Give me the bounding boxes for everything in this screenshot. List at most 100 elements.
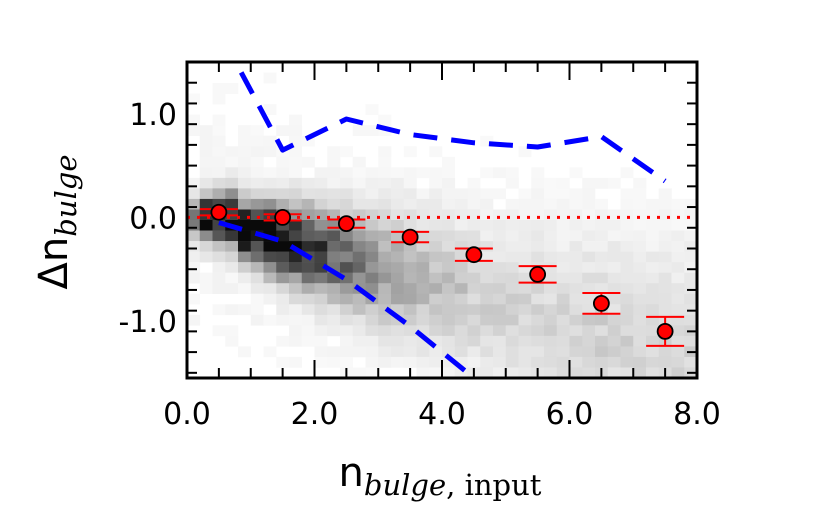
heatmap-cell — [289, 251, 303, 263]
heatmap-cell — [480, 220, 494, 231]
heatmap-cell — [544, 188, 558, 200]
heatmap-cell — [633, 335, 647, 347]
heatmap-cell — [365, 188, 379, 200]
heatmap-cell — [416, 314, 430, 326]
heatmap-cell — [250, 304, 264, 316]
heatmap-cell — [620, 283, 634, 295]
heatmap-cell — [646, 198, 660, 210]
heatmap-cell — [671, 283, 685, 295]
heatmap-cell — [493, 220, 507, 231]
heatmap-cell — [442, 177, 456, 189]
heatmap-cell — [493, 314, 507, 326]
scatter-bounds — [218, 71, 667, 378]
heatmap-cell — [378, 188, 392, 200]
heatmap-cell — [607, 220, 621, 231]
heatmap-cell — [378, 220, 392, 231]
heatmap-cell — [518, 335, 532, 347]
heatmap-cell — [199, 198, 213, 210]
heatmap-cell — [454, 283, 468, 295]
heatmap-cell — [301, 230, 315, 242]
heatmap-cell — [340, 304, 354, 316]
heatmap-cell — [658, 230, 672, 242]
heatmap-cell — [416, 167, 430, 179]
heatmap-cell — [429, 209, 443, 221]
heatmap-cell — [276, 356, 290, 368]
heatmap-cell — [416, 262, 430, 273]
heatmap-cell — [327, 230, 341, 242]
heatmap-cell — [429, 367, 443, 378]
heatmap-cell — [301, 262, 315, 273]
heatmap-cell — [301, 198, 315, 210]
heatmap-cell — [620, 220, 634, 231]
heatmap-cell — [480, 304, 494, 316]
heatmap-cell — [238, 304, 252, 316]
heatmap-cell — [378, 241, 392, 252]
heatmap-cell — [365, 125, 379, 137]
median-marker — [656, 322, 674, 340]
heatmap-cell — [518, 283, 532, 295]
svg-text:nbulge, input: nbulge, input — [339, 450, 542, 502]
heatmap-cell — [518, 262, 532, 273]
heatmap-cell — [391, 346, 405, 358]
heatmap-cell — [531, 251, 545, 263]
heatmap-cell — [454, 325, 468, 337]
heatmap-cell — [493, 356, 507, 368]
heatmap-cell — [212, 83, 226, 94]
heatmap-cell — [391, 198, 405, 210]
heatmap-cell — [391, 188, 405, 200]
heatmap-cell — [365, 314, 379, 326]
heatmap-cell — [289, 304, 303, 316]
median-point — [454, 246, 493, 264]
heatmap-cell — [442, 209, 456, 221]
heatmap-cell — [391, 167, 405, 179]
heatmap-cell — [352, 314, 366, 326]
heatmap-cell — [225, 83, 239, 94]
y-tick-label: 0.0 — [129, 201, 177, 236]
heatmap-cell — [429, 262, 443, 273]
heatmap-cell — [416, 335, 430, 347]
heatmap-cell — [658, 251, 672, 263]
heatmap-cell — [505, 230, 519, 242]
heatmap-cell — [569, 283, 583, 295]
heatmap-cell — [607, 262, 621, 273]
heatmap-cell — [352, 335, 366, 347]
heatmap-cell — [505, 262, 519, 273]
heatmap-cell — [633, 314, 647, 326]
heatmap-cell — [403, 314, 417, 326]
heatmap-cell — [289, 146, 303, 158]
heatmap-cell — [646, 314, 660, 326]
heatmap-cell — [467, 356, 481, 368]
heatmap-cell — [314, 356, 328, 368]
heatmap-cell — [289, 114, 303, 126]
heatmap-cell — [544, 251, 558, 263]
heatmap-cell — [544, 325, 558, 337]
heatmap-cell — [301, 325, 315, 337]
heatmap-cell — [238, 283, 252, 295]
bound-upper-line — [238, 71, 667, 184]
heatmap-cell — [595, 325, 609, 337]
heatmap-cell — [416, 251, 430, 263]
heatmap-cell — [212, 272, 226, 284]
heatmap-cell — [569, 335, 583, 347]
heatmap-cell — [212, 230, 226, 242]
heatmap-cell — [454, 356, 468, 368]
heatmap-cell — [352, 262, 366, 273]
median-marker — [210, 203, 228, 221]
heatmap-cell — [276, 304, 290, 316]
heatmap-cell — [595, 346, 609, 358]
heatmap-cell — [340, 188, 354, 200]
heatmap-cell — [518, 251, 532, 263]
heatmap-cell — [582, 188, 596, 200]
heatmap-cell — [225, 262, 239, 273]
heatmap-cell — [531, 314, 545, 326]
heatmap-cell — [620, 314, 634, 326]
heatmap-cell — [582, 283, 596, 295]
heatmap-cell — [646, 293, 660, 305]
heatmap-cell — [352, 220, 366, 231]
heatmap-cell — [301, 209, 315, 221]
heatmap-cell — [658, 241, 672, 252]
heatmap-cell — [314, 198, 328, 210]
y-tick-label: -1.0 — [118, 305, 177, 340]
heatmap-cell — [633, 220, 647, 231]
heatmap-cell — [518, 209, 532, 221]
